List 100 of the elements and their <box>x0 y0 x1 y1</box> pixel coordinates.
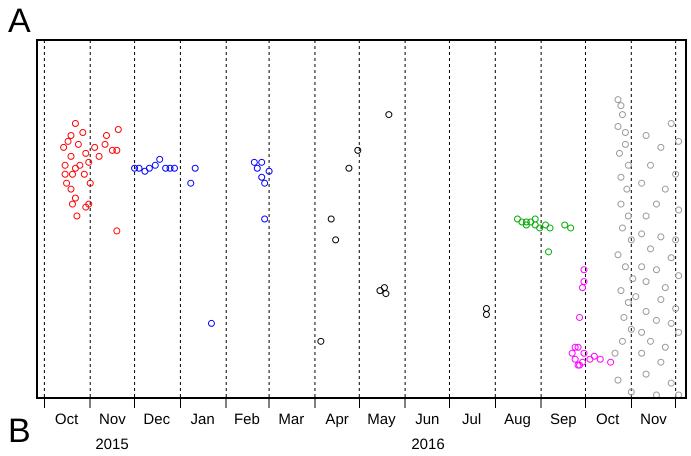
point <box>79 128 86 136</box>
point <box>382 290 390 298</box>
point <box>527 218 534 226</box>
point <box>166 164 174 172</box>
point <box>141 168 148 175</box>
point <box>86 180 94 187</box>
point <box>68 170 76 178</box>
point <box>82 204 90 211</box>
point <box>385 111 392 118</box>
point <box>580 350 588 357</box>
text: B <box>8 412 31 450</box>
x-tick-label: Apr <box>325 411 349 428</box>
x-tick-label: Jan <box>190 411 215 428</box>
point <box>208 320 215 327</box>
x-tick-label: Mar <box>278 411 304 428</box>
point <box>590 352 598 360</box>
point <box>68 132 75 139</box>
point <box>532 216 539 222</box>
x-tick-label: Oct <box>596 411 620 428</box>
point <box>546 224 554 232</box>
point <box>376 287 384 294</box>
point <box>568 350 576 357</box>
x-tick-label: Dec <box>143 411 171 428</box>
point <box>250 158 258 166</box>
x-tick-label: Aug <box>504 411 531 428</box>
point <box>542 221 550 228</box>
point <box>580 278 588 286</box>
point <box>136 164 143 172</box>
x-tick-label: Oct <box>54 411 80 428</box>
point <box>62 162 69 169</box>
point <box>74 140 82 148</box>
point <box>567 224 574 232</box>
x-tick-label: Nov <box>99 411 126 428</box>
point <box>332 236 340 244</box>
point <box>380 284 388 292</box>
point <box>580 266 588 274</box>
point <box>113 227 120 234</box>
point <box>68 152 75 160</box>
point <box>596 356 604 363</box>
point <box>572 356 579 363</box>
point <box>73 212 80 220</box>
x-tick-label: Nov <box>640 411 668 428</box>
text: A <box>8 2 31 40</box>
point <box>532 221 539 228</box>
x-tick-label: Jul <box>462 411 482 428</box>
point <box>266 168 273 175</box>
point <box>85 200 92 208</box>
point <box>68 200 76 208</box>
point <box>85 158 92 166</box>
point <box>146 164 153 172</box>
point <box>170 164 178 172</box>
x-tick-label: Feb <box>234 411 260 428</box>
point <box>72 120 79 128</box>
x-tick-label: Sep <box>550 411 577 428</box>
point <box>328 216 335 222</box>
point <box>156 156 164 163</box>
point <box>82 150 90 157</box>
point <box>192 164 199 172</box>
point <box>258 158 266 166</box>
point <box>576 314 584 321</box>
point <box>482 305 490 312</box>
point <box>108 146 116 154</box>
point <box>518 218 526 226</box>
point <box>96 152 103 160</box>
point <box>261 180 268 187</box>
point <box>574 344 582 351</box>
point <box>152 162 159 169</box>
point <box>258 174 266 181</box>
point <box>345 164 352 172</box>
point <box>607 358 614 366</box>
point <box>522 218 530 226</box>
point <box>64 138 72 145</box>
point <box>60 144 68 151</box>
point <box>131 164 138 172</box>
point <box>113 146 120 154</box>
point <box>254 164 261 172</box>
point <box>482 310 490 318</box>
point <box>72 194 79 202</box>
point <box>72 164 79 172</box>
point <box>62 170 69 178</box>
point <box>63 180 70 187</box>
point <box>187 180 194 187</box>
point <box>572 344 579 351</box>
point <box>579 284 586 292</box>
x-tick-label: Jun <box>415 411 440 428</box>
point <box>536 224 544 232</box>
point <box>76 162 84 169</box>
point <box>586 356 594 363</box>
point <box>91 144 98 151</box>
point <box>522 221 530 228</box>
point <box>68 186 75 193</box>
point <box>354 146 362 154</box>
point <box>162 164 170 172</box>
text: 2015 <box>95 436 129 454</box>
point <box>102 140 109 148</box>
point <box>114 126 122 133</box>
x-tick-label: May <box>367 411 396 428</box>
point <box>514 216 521 222</box>
point <box>561 221 568 228</box>
point <box>261 216 268 222</box>
